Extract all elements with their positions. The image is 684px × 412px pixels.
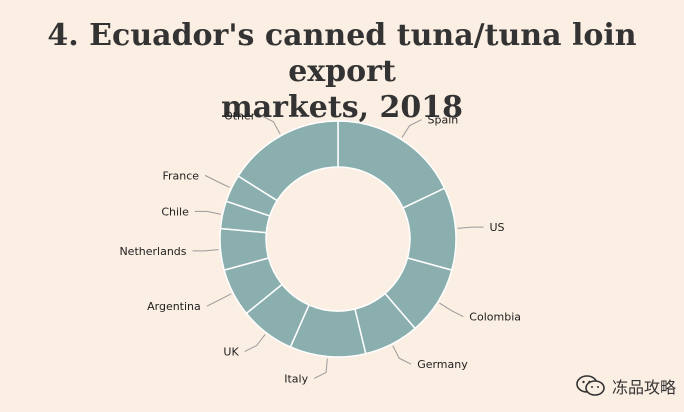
leader-lines: [192, 115, 484, 379]
leader-line-other: [261, 115, 281, 135]
leader-line-argentina: [206, 293, 232, 307]
slice-label-chile: Chile: [161, 205, 189, 218]
slice-label-other: Other: [224, 110, 256, 123]
slice-label-uk: UK: [223, 346, 239, 359]
slice-label-france: France: [162, 169, 199, 182]
watermark-text: 冻品攻略: [611, 378, 676, 397]
slice-label-spain: Spain: [428, 114, 459, 127]
slice-label-colombia: Colombia: [469, 311, 521, 324]
slice-label-us: US: [489, 221, 504, 234]
slice-label-netherlands: Netherlands: [119, 245, 186, 258]
leader-line-uk: [244, 334, 266, 352]
leader-line-us: [457, 226, 484, 229]
leader-line-netherlands: [192, 249, 219, 252]
title-line-2: markets, 2018: [221, 90, 463, 125]
slice-label-argentina: Argentina: [147, 300, 201, 313]
donut-slices: [219, 120, 457, 358]
slice-spain: [337, 120, 446, 210]
slice-labels: Spain US Colombia Germany Italy UK Argentina Ne…: [119, 110, 521, 386]
leader-line-italy: [313, 358, 328, 379]
slice-label-italy: Italy: [284, 372, 308, 385]
leader-line-colombia: [439, 302, 464, 317]
wechat-icon: [576, 375, 605, 396]
leader-line-germany: [392, 345, 412, 365]
title-line-1: 4. Ecuador's canned tuna/tuna loin expor…: [47, 18, 637, 89]
leader-line-france: [204, 174, 230, 188]
leader-line-chile: [194, 210, 221, 215]
watermark: 冻品攻略: [576, 374, 676, 398]
chart-title: 4. Ecuador's canned tuna/tuna loin expor…: [0, 18, 684, 126]
leader-line-spain: [401, 119, 422, 138]
slice-label-germany: Germany: [417, 358, 468, 371]
slice-other: [237, 120, 339, 202]
